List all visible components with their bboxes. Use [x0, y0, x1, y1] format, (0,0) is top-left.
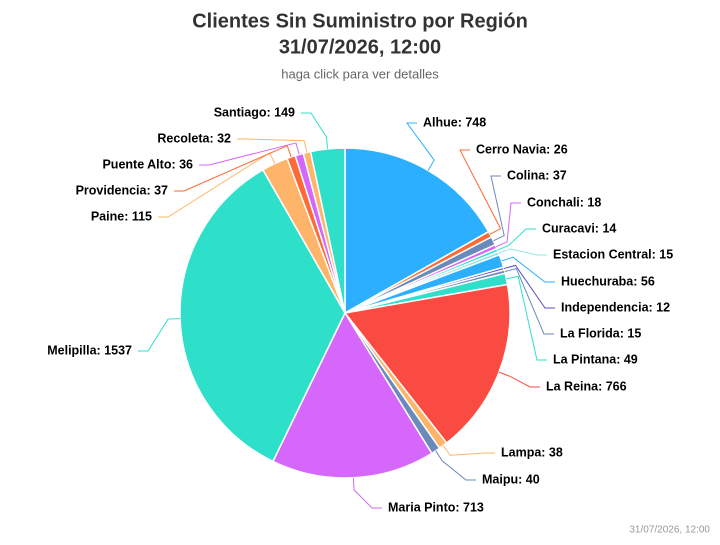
- data-label: Melipilla: 1537: [47, 343, 132, 357]
- data-label: Maria Pinto: 713: [388, 500, 484, 514]
- connector: [406, 122, 435, 171]
- pie-slice[interactable]: [343, 283, 511, 445]
- data-label: Maipu: 40: [482, 472, 540, 486]
- connector: [459, 149, 502, 235]
- connector: [442, 445, 495, 456]
- data-label: Independencia: 12: [561, 300, 670, 314]
- data-label: Providencia: 37: [76, 183, 168, 197]
- connector: [495, 202, 521, 248]
- connector: [158, 152, 276, 218]
- connector: [504, 267, 554, 335]
- connector: [138, 318, 181, 352]
- connector: [490, 175, 505, 242]
- data-label: Estacion Central: 15: [553, 247, 673, 261]
- connector: [503, 264, 555, 309]
- data-label: Curacavi: 14: [542, 221, 616, 235]
- connector: [506, 275, 547, 361]
- connector: [237, 138, 308, 153]
- data-label: Conchali: 18: [527, 195, 601, 209]
- chart-title: 31/07/2026, 12:00: [279, 36, 441, 58]
- connector: [498, 248, 547, 256]
- data-label: Cerro Navia: 26: [476, 142, 568, 156]
- data-label: Alhue: 748: [423, 115, 486, 129]
- data-label: Huechuraba: 56: [561, 274, 655, 288]
- data-label: Santiago: 149: [214, 105, 295, 119]
- connector: [352, 477, 382, 509]
- pie-slice[interactable]: [344, 147, 490, 315]
- data-label: Puente Alto: 36: [102, 157, 193, 171]
- data-label: Colina: 37: [507, 168, 567, 182]
- connector: [199, 142, 300, 166]
- data-label: Paine: 115: [91, 209, 152, 223]
- connector: [497, 228, 536, 251]
- connector: [301, 112, 329, 149]
- connector: [498, 371, 540, 388]
- connector: [435, 450, 476, 481]
- data-label: Recoleta: 32: [157, 131, 231, 145]
- data-label: Lampa: 38: [501, 445, 563, 459]
- connector: [174, 145, 292, 192]
- data-label: La Pintana: 49: [553, 352, 638, 366]
- data-label: La Reina: 766: [546, 379, 627, 393]
- data-label: La Florida: 15: [560, 326, 641, 340]
- chart-subtitle: haga click para ver detalles: [281, 66, 439, 81]
- credits: 31/07/2026, 12:00: [629, 525, 710, 536]
- chart-title: Clientes Sin Suministro por Región: [192, 10, 528, 32]
- connector: [501, 256, 555, 283]
